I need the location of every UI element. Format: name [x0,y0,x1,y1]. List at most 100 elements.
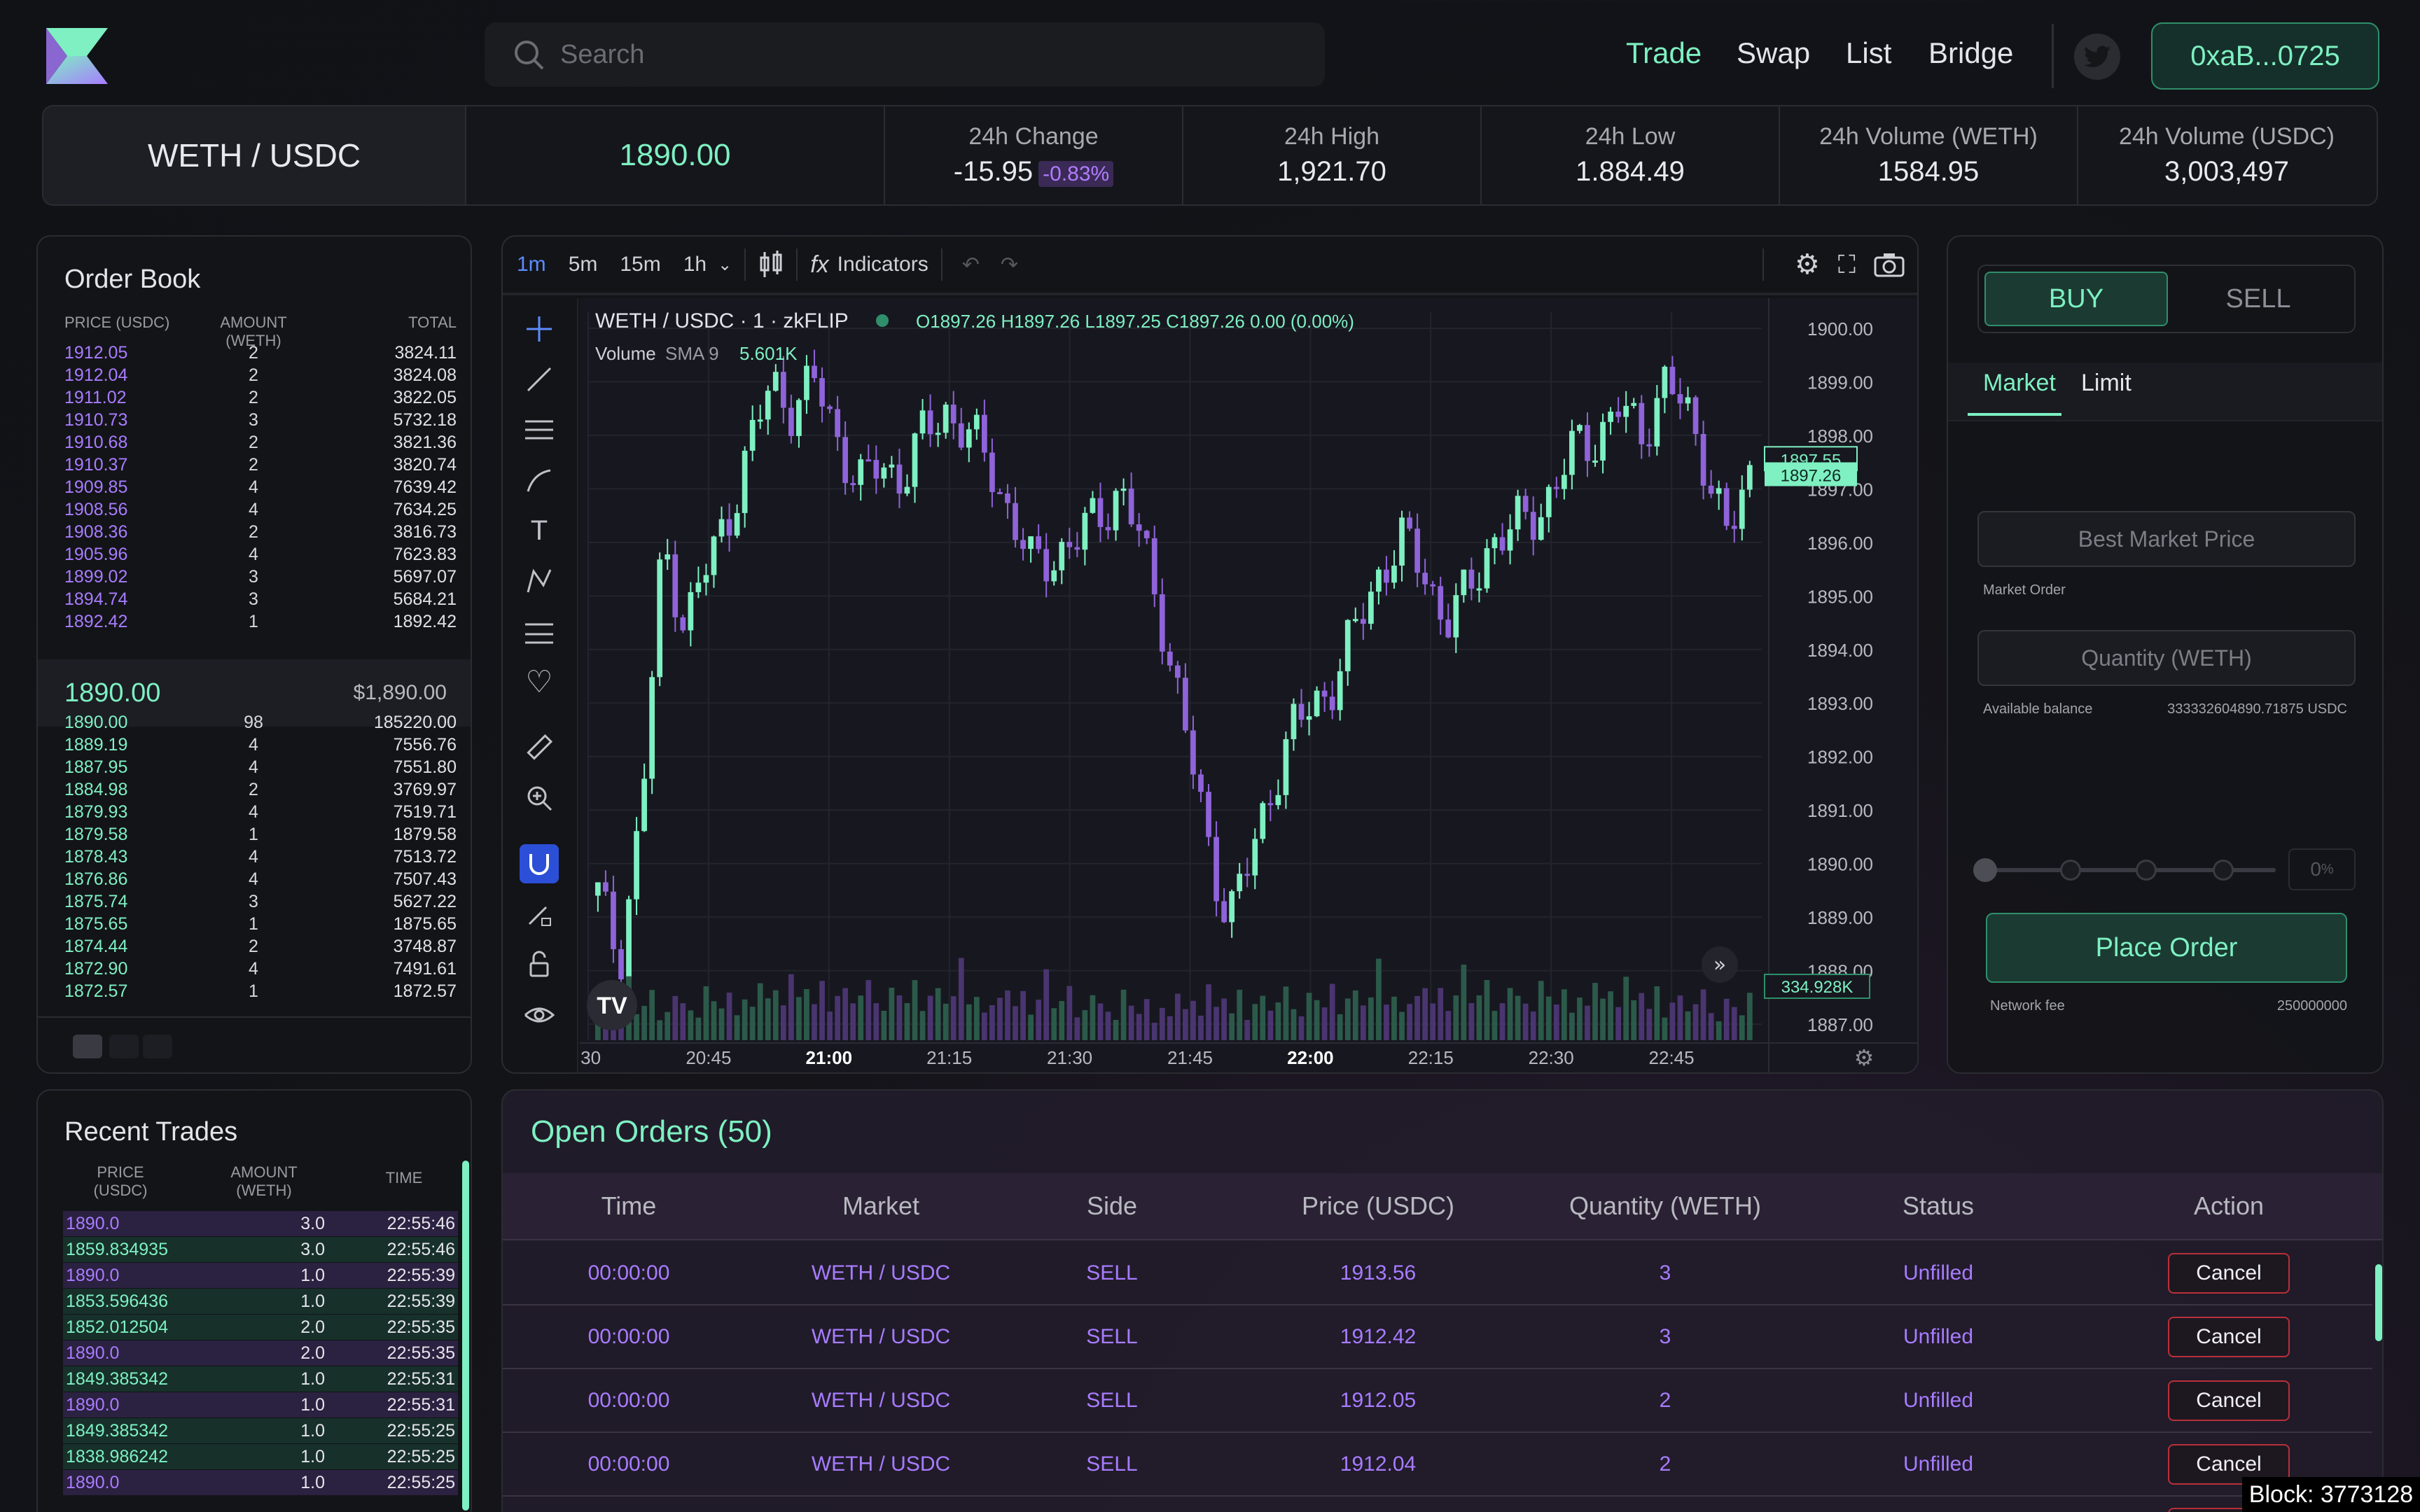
cancel-order-button[interactable]: Cancel [2168,1380,2290,1421]
nav-link-trade[interactable]: Trade [1626,36,1702,69]
market-ticker: WETH / USDC 1890.00 24h Change -15.95 -0.… [42,105,2378,206]
timeframe-1m[interactable]: 1m [517,253,546,276]
ask-row[interactable]: 1910.73 3 5732.18 [64,409,457,431]
volume-bar [703,986,709,1040]
pair-selector[interactable]: WETH / USDC [43,106,466,204]
candle-body [858,459,864,485]
slider-step-50[interactable] [2136,860,2157,881]
amount-cell: 98 [244,712,263,732]
twitter-button[interactable] [2074,34,2120,80]
trade-time: 22:55:35 [387,1343,455,1363]
nav-link-bridge[interactable]: Bridge [1928,36,2014,69]
ask-row[interactable]: 1909.85 4 7639.42 [64,476,457,498]
percent-input[interactable]: 0% [2288,848,2356,890]
undo-icon[interactable]: ↶ [961,253,980,276]
nav-link-swap[interactable]: Swap [1737,36,1811,69]
bid-row[interactable]: 1889.19 4 7556.76 [64,734,457,756]
order-book-bids: 1890.00 98 185220.00 1889.19 4 7556.76 1887.95… [64,711,457,1002]
total-cell: 7639.42 [393,477,457,497]
pattern-icon[interactable] [520,561,559,601]
timeframe-5m[interactable]: 5m [568,253,598,276]
chevron-down-icon[interactable]: ⌄ [718,255,732,274]
tab-market[interactable]: Market [1983,370,2056,396]
bid-row[interactable]: 1879.93 4 7519.71 [64,801,457,823]
eye-icon[interactable] [520,995,559,1035]
trend-line-icon[interactable] [520,360,559,399]
open-orders-scrollbar[interactable] [2375,1264,2382,1341]
bid-row[interactable]: 1879.58 1 1879.58 [64,823,457,846]
bid-row[interactable]: 1890.00 98 185220.00 [64,711,457,734]
cancel-order-button[interactable]: Cancel [2168,1443,2290,1485]
bid-row[interactable]: 1876.86 4 7507.43 [64,868,457,890]
cancel-order-button[interactable]: Cancel [2168,1316,2290,1357]
wallet-button[interactable]: 0xaB...0725 [2151,22,2379,90]
candlestick-chart[interactable]: 1900.001899.001898.001897.001896.001895.… [580,298,1919,1074]
ask-row[interactable]: 1899.02 3 5697.07 [64,566,457,588]
search-bar[interactable] [485,22,1325,87]
indicators-button[interactable]: Indicators [837,253,929,276]
magnet-icon[interactable] [520,844,559,883]
ask-row[interactable]: 1911.02 2 3822.05 [64,386,457,409]
function-icon[interactable]: fx [810,251,829,278]
bid-row[interactable]: 1875.74 3 5627.22 [64,890,457,913]
ask-row[interactable]: 1894.74 3 5684.21 [64,588,457,610]
ruler-icon[interactable] [520,728,559,767]
quantity-input[interactable]: Quantity (WETH) [1977,630,2356,686]
timeframe-1h[interactable]: 1h [683,253,707,276]
volume-bar [1438,988,1444,1040]
volume-bar [1344,998,1351,1040]
settings-icon[interactable]: ⚙ [1794,249,1820,280]
search-input[interactable] [560,39,1190,70]
slider-step-75[interactable] [2213,860,2234,881]
tab-limit[interactable]: Limit [2081,370,2132,396]
prediction-icon[interactable] [520,612,559,651]
volume-bar [711,1001,717,1040]
view-bids-icon[interactable] [109,1035,139,1058]
bid-row[interactable]: 1875.65 1 1875.65 [64,913,457,935]
volume-bar [1708,1013,1714,1040]
amount-slider-track[interactable] [1989,868,2276,872]
zoom-in-icon[interactable] [520,778,559,818]
place-order-button[interactable]: Place Order [1986,913,2347,983]
bid-row[interactable]: 1884.98 2 3769.97 [64,778,457,801]
fullscreen-icon[interactable]: ⛶ [1837,249,1856,279]
app-logo[interactable] [43,25,111,87]
bid-row[interactable]: 1874.44 2 3748.87 [64,935,457,958]
nav-link-list[interactable]: List [1846,36,1892,69]
candles-icon[interactable] [758,251,784,279]
favorite-icon[interactable]: ♡ [525,664,553,699]
brush-icon[interactable] [520,461,559,500]
view-asks-icon[interactable] [143,1035,172,1058]
redo-icon[interactable]: ↷ [1000,253,1019,276]
trade-amount: 1.0 [300,1265,325,1285]
ask-row[interactable]: 1908.36 2 3816.73 [64,521,457,543]
slider-step-25[interactable] [2060,860,2081,881]
ask-row[interactable]: 1892.42 1 1892.42 [64,610,457,633]
text-icon[interactable]: T [530,514,548,546]
recent-trades-scrollbar[interactable] [462,1161,469,1511]
ask-row[interactable]: 1912.05 2 3824.11 [64,342,457,364]
ask-row[interactable]: 1912.04 2 3824.08 [64,364,457,386]
horizontal-lines-icon[interactable] [520,410,559,449]
view-both-icon[interactable] [73,1035,102,1058]
buy-tab[interactable]: BUY [1984,272,2168,326]
camera-icon[interactable] [1874,252,1905,277]
bid-row[interactable]: 1878.43 4 7513.72 [64,846,457,868]
crosshair-icon[interactable] [520,309,559,349]
timeframe-15m[interactable]: 15m [620,253,661,276]
best-market-price-field[interactable]: Best Market Price [1977,511,2356,567]
cancel-order-button[interactable]: Cancel [2168,1252,2290,1294]
candle-body [780,372,786,408]
lock-pencil-icon[interactable] [520,895,559,934]
bid-row[interactable]: 1887.95 4 7551.80 [64,756,457,778]
ask-row[interactable]: 1910.68 2 3821.36 [64,431,457,454]
bid-row[interactable]: 1872.90 4 7491.61 [64,958,457,980]
amount-slider-handle[interactable] [1973,858,1997,882]
ask-row[interactable]: 1910.37 2 3820.74 [64,454,457,476]
ask-row[interactable]: 1905.96 4 7623.83 [64,543,457,566]
ask-row[interactable]: 1908.56 4 7634.25 [64,498,457,521]
x-tick-label: 22:00 [1287,1047,1334,1068]
sell-tab[interactable]: SELL [2225,284,2291,314]
lock-icon[interactable] [520,945,559,984]
bid-row[interactable]: 1872.57 1 1872.57 [64,980,457,1002]
